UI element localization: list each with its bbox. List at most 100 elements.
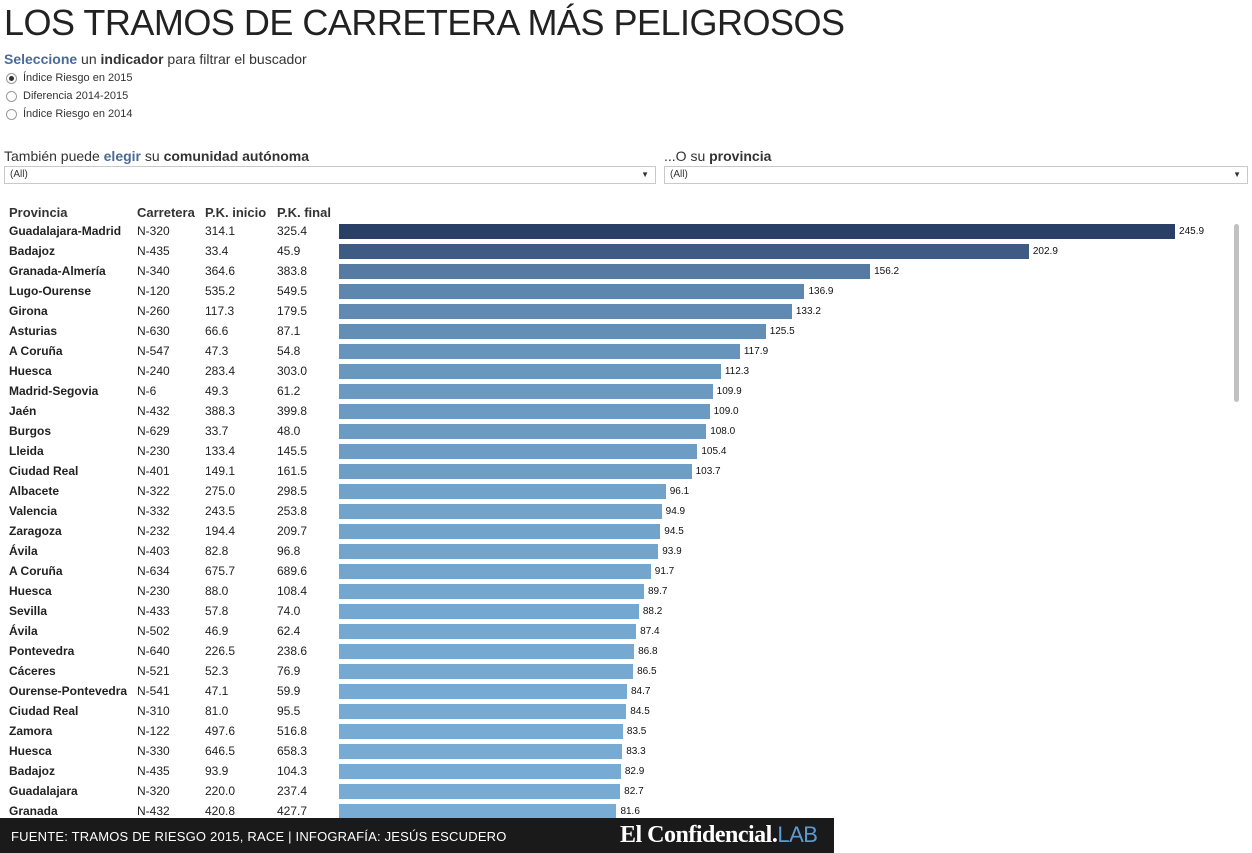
row-carretera: N-230 (137, 584, 170, 598)
bar[interactable] (339, 744, 623, 759)
bar[interactable] (339, 684, 627, 699)
footer-source: FUENTE: TRAMOS DE RIESGO 2015, RACE | IN… (11, 829, 507, 844)
data-label: 245.9 (1179, 226, 1205, 237)
row-pk-inicio: 81.0 (205, 704, 229, 718)
bar[interactable] (339, 804, 617, 818)
bar[interactable] (339, 344, 740, 359)
data-label: 86.5 (637, 666, 657, 677)
bar[interactable] (339, 224, 1176, 239)
bar[interactable] (339, 644, 635, 659)
row-pk-inicio: 47.3 (205, 344, 229, 358)
row-carretera: N-640 (137, 644, 170, 658)
bar[interactable] (339, 604, 639, 619)
prompt-highlight: Seleccione (4, 51, 78, 67)
radio-selected-icon[interactable] (6, 72, 17, 84)
ccaa-label-text: su (141, 148, 164, 164)
row-pk-inicio: 646.5 (205, 744, 236, 758)
scrollbar-thumb[interactable] (1234, 224, 1239, 402)
row-provincia: Guadalajara (9, 784, 78, 798)
row-provincia: Ávila (9, 624, 38, 638)
row-pk-final: 61.2 (277, 384, 301, 398)
bar[interactable] (339, 664, 634, 679)
bar[interactable] (339, 724, 623, 739)
row-carretera: N-435 (137, 764, 170, 778)
row-carretera: N-320 (137, 224, 170, 238)
bar[interactable] (339, 484, 666, 499)
row-carretera: N-435 (137, 244, 170, 258)
radio-indice-riesgo-2015[interactable]: Índice Riesgo en 2015 (6, 69, 132, 87)
row-pk-final: 96.8 (277, 544, 301, 558)
bar[interactable] (339, 324, 766, 339)
radio-label[interactable]: Diferencia 2014-2015 (23, 90, 129, 102)
radio-label[interactable]: Índice Riesgo en 2014 (23, 108, 133, 120)
row-carretera: N-630 (137, 324, 170, 338)
radio-unselected-icon[interactable] (6, 108, 17, 120)
table-row: Granada N-432 420.8 427.7 81.6 (0, 801, 1240, 818)
bar[interactable] (339, 564, 651, 579)
prompt-bold: indicador (100, 51, 164, 67)
row-pk-final: 383.8 (277, 264, 308, 278)
row-pk-final: 298.5 (277, 484, 308, 498)
data-label: 136.9 (808, 286, 834, 297)
row-provincia: Lleida (9, 444, 44, 458)
row-pk-inicio: 675.7 (205, 564, 236, 578)
bar[interactable] (339, 304, 792, 319)
row-pk-final: 145.5 (277, 444, 308, 458)
bar[interactable] (339, 444, 698, 459)
bar[interactable] (339, 364, 721, 379)
row-provincia: Sevilla (9, 604, 48, 618)
row-carretera: N-403 (137, 544, 170, 558)
prompt-text: un (77, 51, 101, 67)
bar[interactable] (339, 244, 1029, 259)
logo-main: El Confidencial (620, 822, 772, 848)
logo-lab: LAB (777, 822, 818, 847)
radio-indice-riesgo-2014[interactable]: Índice Riesgo en 2014 (6, 105, 132, 123)
bar[interactable] (339, 504, 662, 519)
data-label: 105.4 (701, 446, 727, 457)
bar[interactable] (339, 704, 627, 719)
row-pk-inicio: 66.6 (205, 324, 229, 338)
row-pk-inicio: 283.4 (205, 364, 236, 378)
data-label: 117.9 (743, 346, 769, 357)
bar[interactable] (339, 764, 621, 779)
chevron-down-icon[interactable]: ▼ (641, 170, 649, 179)
bar[interactable] (339, 404, 710, 419)
row-carretera: N-340 (137, 264, 170, 278)
row-pk-final: 48.0 (277, 424, 301, 438)
bar[interactable] (339, 544, 659, 559)
bar[interactable] (339, 424, 707, 439)
row-pk-final: 74.0 (277, 604, 301, 618)
bar[interactable] (339, 264, 871, 279)
chevron-down-icon[interactable]: ▼ (1233, 170, 1241, 179)
radio-unselected-icon[interactable] (6, 90, 17, 102)
page-title: LOS TRAMOS DE CARRETERA MÁS PELIGROSOS (4, 2, 845, 43)
row-provincia: Huesca (9, 584, 52, 598)
row-provincia: Badajoz (9, 244, 56, 258)
radio-label[interactable]: Índice Riesgo en 2015 (23, 72, 133, 84)
bar[interactable] (339, 624, 637, 639)
bar[interactable] (339, 784, 621, 799)
bar[interactable] (339, 384, 713, 399)
row-pk-inicio: 535.2 (205, 284, 236, 298)
row-pk-inicio: 93.9 (205, 764, 229, 778)
header-provincia: Provincia (9, 205, 68, 220)
row-provincia: Granada (9, 804, 58, 818)
row-pk-inicio: 117.3 (205, 304, 235, 318)
row-carretera: N-547 (137, 344, 170, 358)
radio-diferencia-2014-2015[interactable]: Diferencia 2014-2015 (6, 87, 132, 105)
row-provincia: Albacete (9, 484, 60, 498)
row-pk-final: 549.5 (277, 284, 308, 298)
table-row: Pontevedra N-640 226.5 238.6 86.8 (0, 641, 1240, 661)
bar[interactable] (339, 524, 661, 539)
bar[interactable] (339, 464, 692, 479)
row-pk-final: 161.5 (277, 464, 308, 478)
ccaa-filter-label: También puede elegir su comunidad autóno… (4, 148, 309, 164)
bar[interactable] (339, 284, 805, 299)
row-carretera: N-120 (137, 284, 170, 298)
header-pk-inicio: P.K. inicio (205, 205, 267, 220)
bar[interactable] (339, 584, 644, 599)
data-label: 112.3 (724, 366, 750, 377)
ccaa-dropdown[interactable]: (All) ▼ (4, 166, 656, 184)
row-carretera: N-260 (137, 304, 170, 318)
provincia-dropdown[interactable]: (All) ▼ (664, 166, 1248, 184)
